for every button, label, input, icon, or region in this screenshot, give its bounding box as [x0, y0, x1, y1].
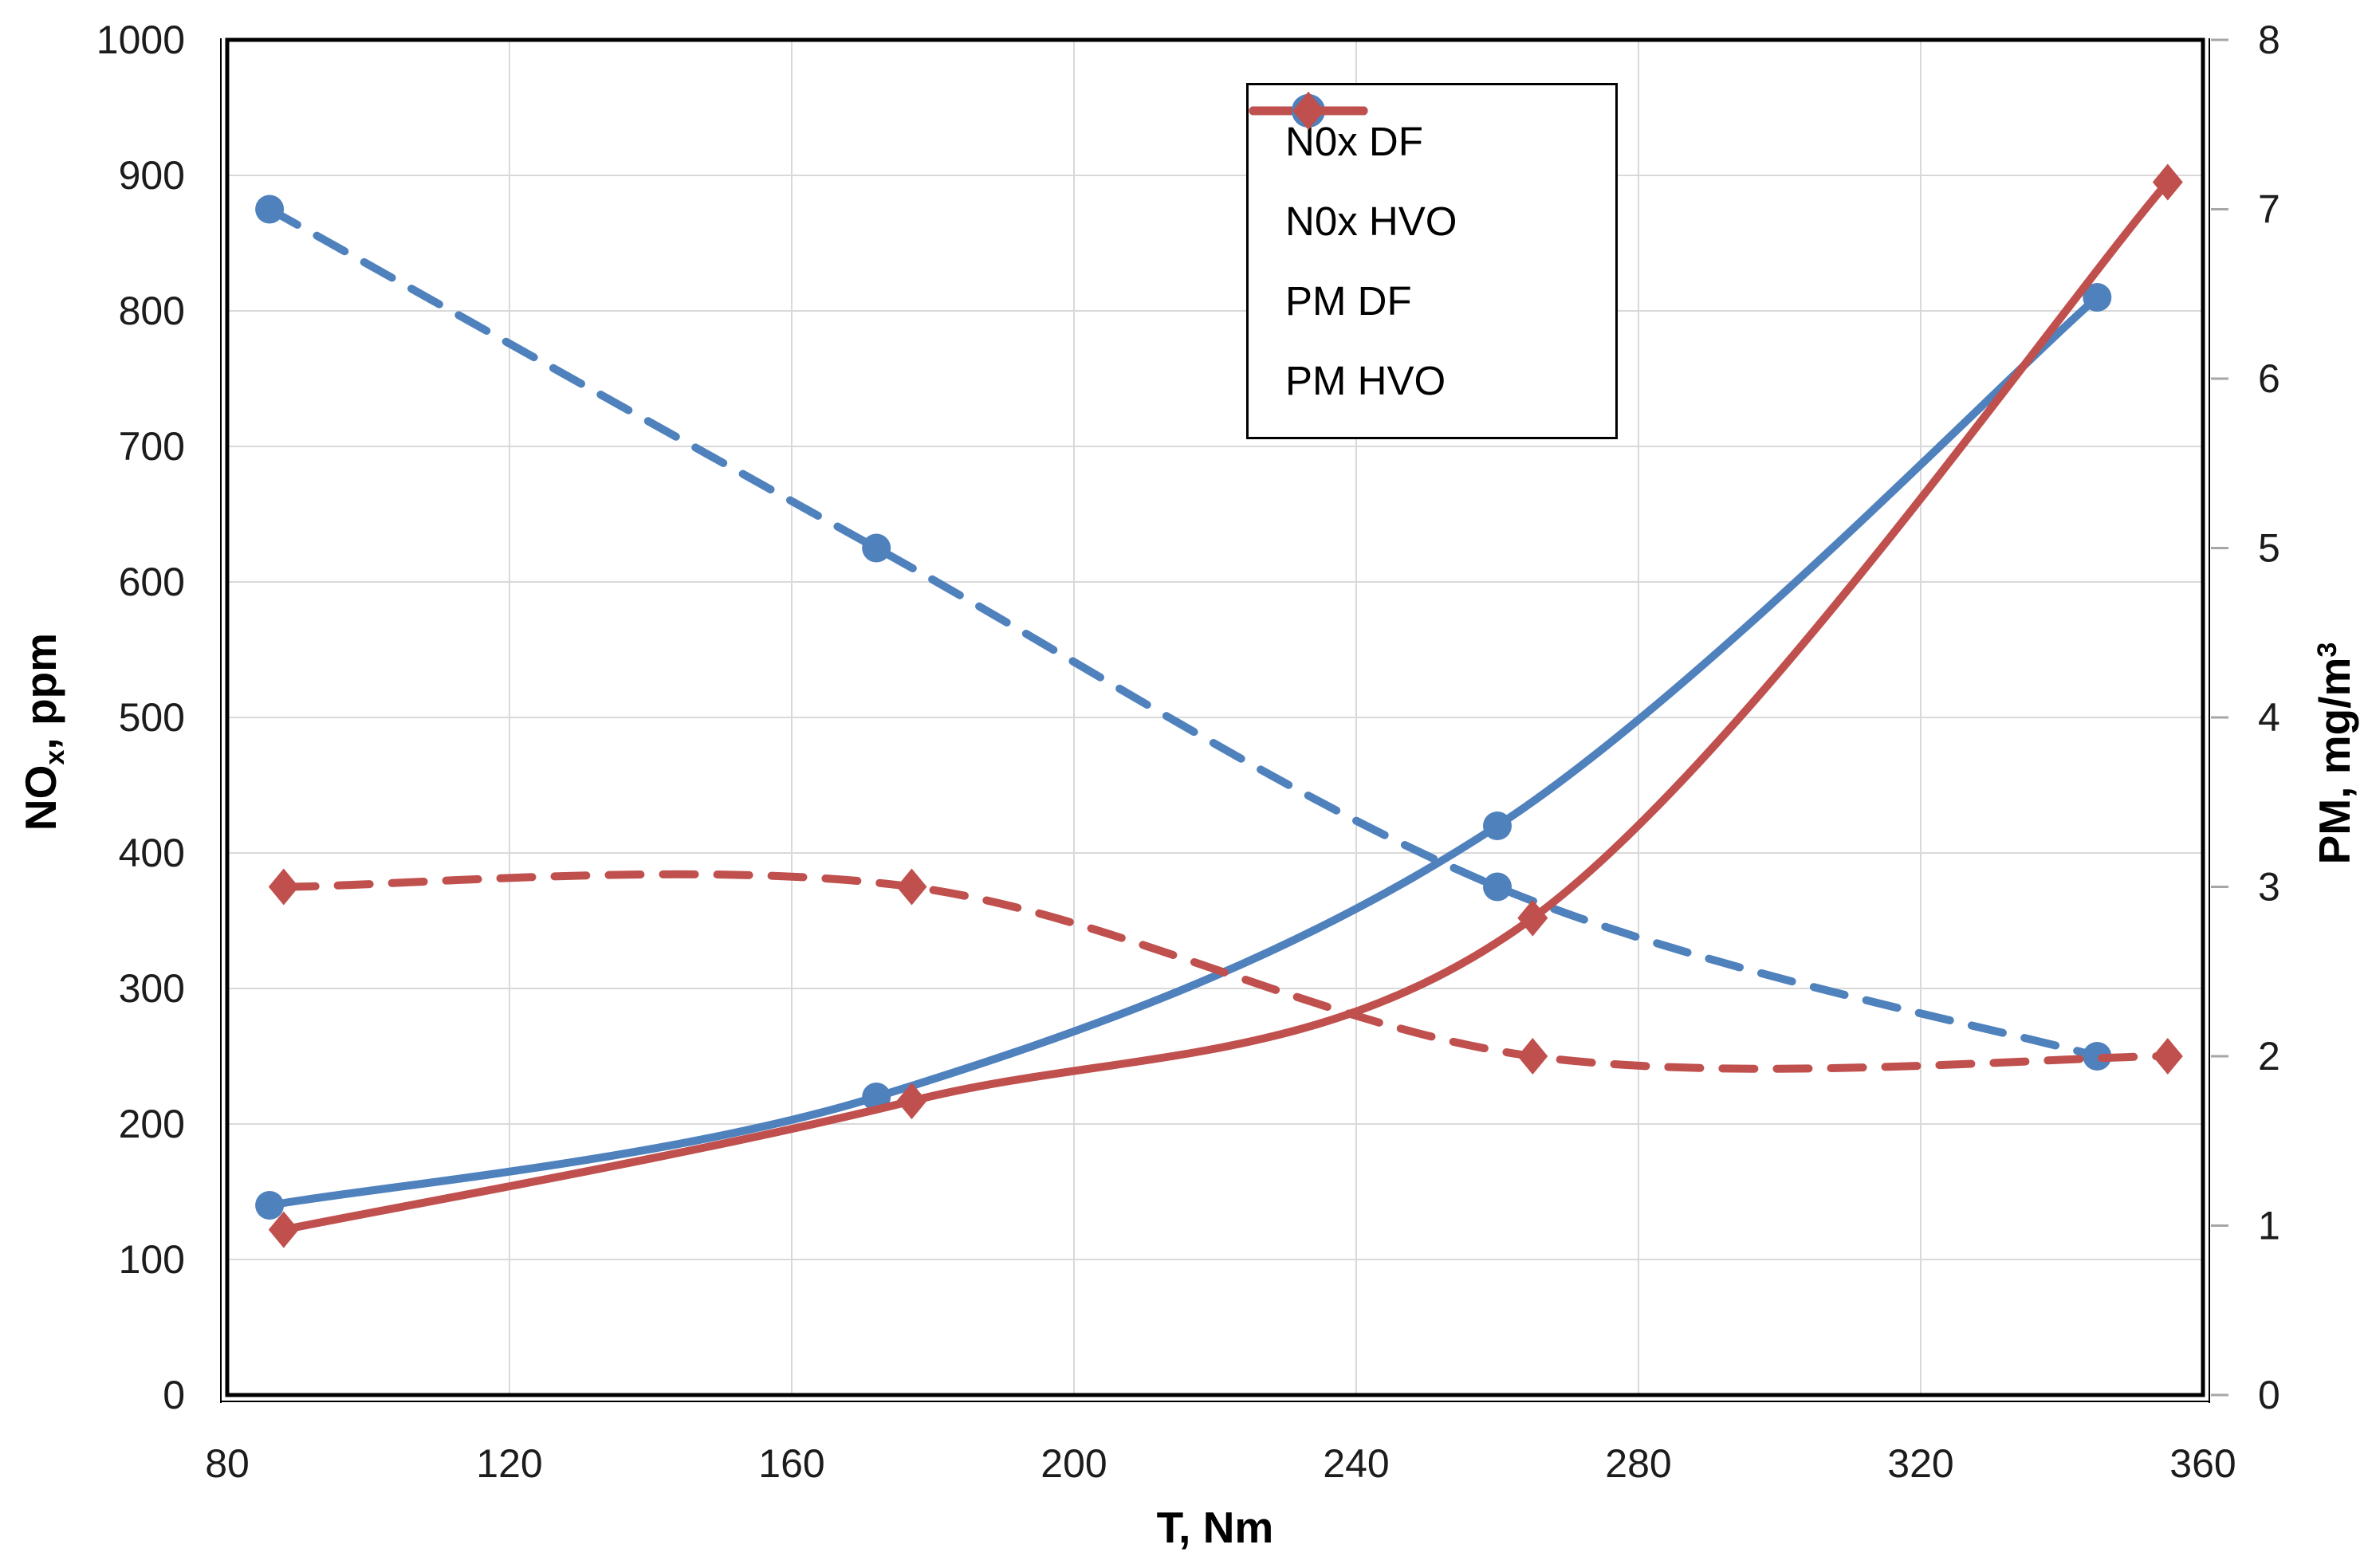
marker-circle-n0x-df	[1483, 812, 1512, 840]
legend-item-pm-df: PM DF	[1249, 94, 1615, 324]
marker-diamond-n0x-hvo	[896, 1083, 927, 1120]
y-left-tick-label: 800	[119, 289, 185, 333]
legend-item-pm-hvo: PM HVO	[1249, 92, 1615, 404]
x-axis-title-text: T, Nm	[1156, 1503, 1274, 1552]
marker-diamond-n0x-hvo	[268, 1211, 299, 1248]
y-right-axis-title: PM, mg/m3	[2309, 643, 2360, 865]
y-left-tick-label: 900	[119, 153, 185, 198]
marker-diamond-n0x-hvo	[2152, 163, 2183, 201]
x-tick-label: 240	[1323, 1441, 1389, 1486]
legend-label: PM DF	[1285, 278, 1412, 324]
y-right-tick-label: 1	[2258, 1204, 2280, 1248]
legend-diamond-marker-icon	[1292, 92, 1324, 130]
y-right-tick-label: 4	[2258, 695, 2280, 740]
legend-label: PM HVO	[1285, 358, 1446, 403]
y-right-tick-label: 0	[2258, 1373, 2280, 1417]
legend-item-n0x-hvo: N0x HVO	[1249, 92, 1615, 245]
y-left-tick-label: 600	[119, 560, 185, 604]
plot-border	[225, 37, 2205, 1397]
data-series	[255, 163, 2183, 1248]
y-right-tick-label: 2	[2258, 1034, 2280, 1079]
marker-diamond-pm-hvo	[268, 868, 299, 906]
y-left-tick-label: 200	[119, 1102, 185, 1146]
x-tick-label: 160	[758, 1441, 824, 1486]
y-left-tick-label: 300	[119, 966, 185, 1011]
legend: N0x DF N0x HVO PM DF PM HVO	[1246, 83, 1618, 439]
gridlines	[226, 39, 2204, 1396]
legend-swatch-pm-hvo	[1249, 92, 1368, 130]
marker-circle-n0x-df	[2083, 283, 2112, 312]
y-right-tick-label: 6	[2258, 356, 2280, 401]
marker-circle-pm-df	[2083, 1042, 2112, 1071]
y-left-tick-label: 0	[163, 1373, 185, 1417]
y-left-tick-label: 700	[119, 424, 185, 469]
marker-circle-pm-df	[1483, 872, 1512, 902]
y-right-tick-label: 8	[2258, 18, 2280, 62]
series-line-pm-hvo	[279, 870, 2172, 1073]
x-tick-label: 360	[2169, 1441, 2236, 1486]
y-right-title-superscript: 3	[2311, 642, 2342, 658]
marker-diamond-pm-hvo	[2152, 1038, 2183, 1075]
y-left-title-suffix: , ppm	[16, 632, 66, 750]
y-right-tick-label: 3	[2258, 865, 2280, 910]
y-left-tick-label: 100	[119, 1237, 185, 1282]
y-left-axis-title: NOx, ppm	[15, 633, 71, 831]
y-left-title-subscript: x	[39, 749, 70, 765]
x-tick-label: 200	[1040, 1441, 1107, 1486]
y-right-title-text: PM, mg/m	[2310, 657, 2359, 865]
y-left-tick-label: 1000	[96, 18, 185, 62]
marker-circle-pm-df	[255, 195, 285, 224]
y-left-title-text: NO	[16, 764, 66, 831]
y-right-tick-label: 5	[2258, 526, 2280, 571]
marker-diamond-n0x-hvo	[1517, 899, 1548, 937]
plot-frame	[220, 37, 2228, 1403]
legend-label: N0x HVO	[1285, 198, 1457, 244]
series-line-n0x-df	[266, 293, 2102, 1209]
y-right-tick-label: 7	[2258, 187, 2280, 232]
marker-circle-pm-df	[862, 533, 891, 563]
series-line-n0x-hvo	[279, 178, 2172, 1234]
x-tick-label: 320	[1887, 1441, 1953, 1486]
marker-diamond-pm-hvo	[1517, 1038, 1548, 1075]
x-tick-label: 80	[205, 1441, 250, 1486]
x-axis-title: T, Nm	[1157, 1502, 1274, 1553]
marker-circle-n0x-df	[255, 1191, 285, 1220]
x-tick-label: 280	[1605, 1441, 1671, 1486]
marker-diamond-pm-hvo	[896, 868, 927, 906]
series-line-pm-df	[266, 205, 2102, 1060]
y-left-tick-label: 500	[119, 695, 185, 740]
x-tick-label: 120	[476, 1441, 542, 1486]
y-left-tick-label: 400	[119, 831, 185, 875]
